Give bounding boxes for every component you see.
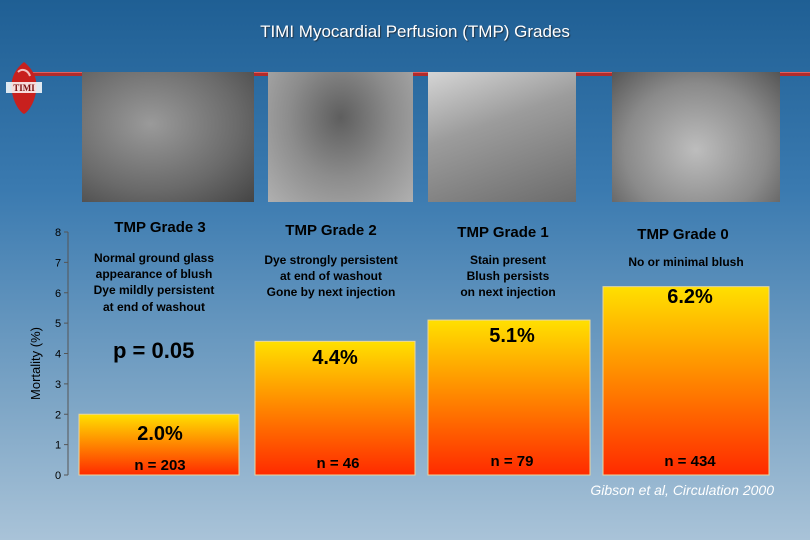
y-tick-label: 6 [55, 288, 61, 300]
grade-description-1: Stain present Blush persists on next inj… [418, 252, 598, 301]
sample-size-label-grade1: n = 79 [490, 453, 534, 470]
y-tick-label: 5 [55, 318, 61, 330]
description-line: Stain present [469, 253, 547, 267]
grade-description-2: Dye strongly persistent at end of washou… [241, 252, 421, 301]
angiogram-image-grade0 [612, 72, 780, 202]
bar-tmp-grade-3 [78, 413, 240, 476]
bar-tmp-grade-1 [427, 319, 591, 476]
sample-size-label-grade3: n = 203 [134, 457, 186, 474]
sample-size-label-grade0: n = 434 [664, 453, 716, 470]
grade-title-2: TMP Grade 2 [285, 222, 377, 239]
description-line: appearance of blush [95, 267, 213, 282]
grade-title-1: TMP Grade 1 [457, 224, 549, 241]
description-line: No or minimal blush [628, 255, 744, 269]
y-axis-title: Mortality (%) [28, 327, 43, 400]
bar-value-label-grade2: 4.4% [312, 347, 358, 369]
description-line: on next injection [460, 285, 556, 300]
logo-text: TIMI [13, 83, 35, 93]
source-citation: Gibson et al, Circulation 2000 [590, 482, 774, 498]
p-value-label: p = 0.05 [113, 338, 195, 363]
description-line: Normal ground glass [93, 251, 215, 265]
bar-tmp-grade-0 [602, 286, 770, 476]
y-tick-label: 0 [55, 470, 61, 482]
bar-tmp-grade-2 [254, 340, 416, 476]
y-tick-label: 3 [55, 379, 61, 391]
sample-size-label-grade2: n = 46 [316, 455, 360, 472]
description-line: Blush persists [466, 269, 550, 284]
description-line: Dye mildly persistent [93, 283, 215, 298]
y-tick-label: 4 [55, 349, 61, 361]
timi-logo: TIMI [6, 62, 42, 114]
description-line: at end of washout [103, 299, 205, 314]
description-line: Gone by next injection [266, 285, 396, 300]
grade-description-0: No or minimal blush [596, 254, 776, 270]
y-tick-label: 2 [55, 409, 61, 421]
chart-title: TIMI Myocardial Perfusion (TMP) Grades [260, 22, 570, 41]
title-rule [30, 72, 810, 76]
bar-value-label-grade3: 2.0% [137, 423, 183, 445]
bar-value-label-grade0: 6.2% [667, 286, 713, 308]
description-line: at end of washout [280, 269, 382, 284]
grade-description-3: Normal ground glass appearance of blush … [64, 250, 244, 315]
angiogram-image-grade3 [82, 72, 254, 202]
angiogram-image-grade1 [428, 72, 576, 202]
description-line: Dye strongly persistent [264, 253, 398, 267]
y-tick-label: 1 [55, 440, 61, 452]
grade-title-0: TMP Grade 0 [637, 226, 729, 243]
bar-value-label-grade1: 5.1% [489, 325, 535, 347]
grade-title-3: TMP Grade 3 [114, 219, 206, 236]
y-tick-label: 7 [55, 257, 61, 269]
y-tick-label: 8 [55, 227, 61, 239]
angiogram-image-grade2 [268, 72, 413, 202]
